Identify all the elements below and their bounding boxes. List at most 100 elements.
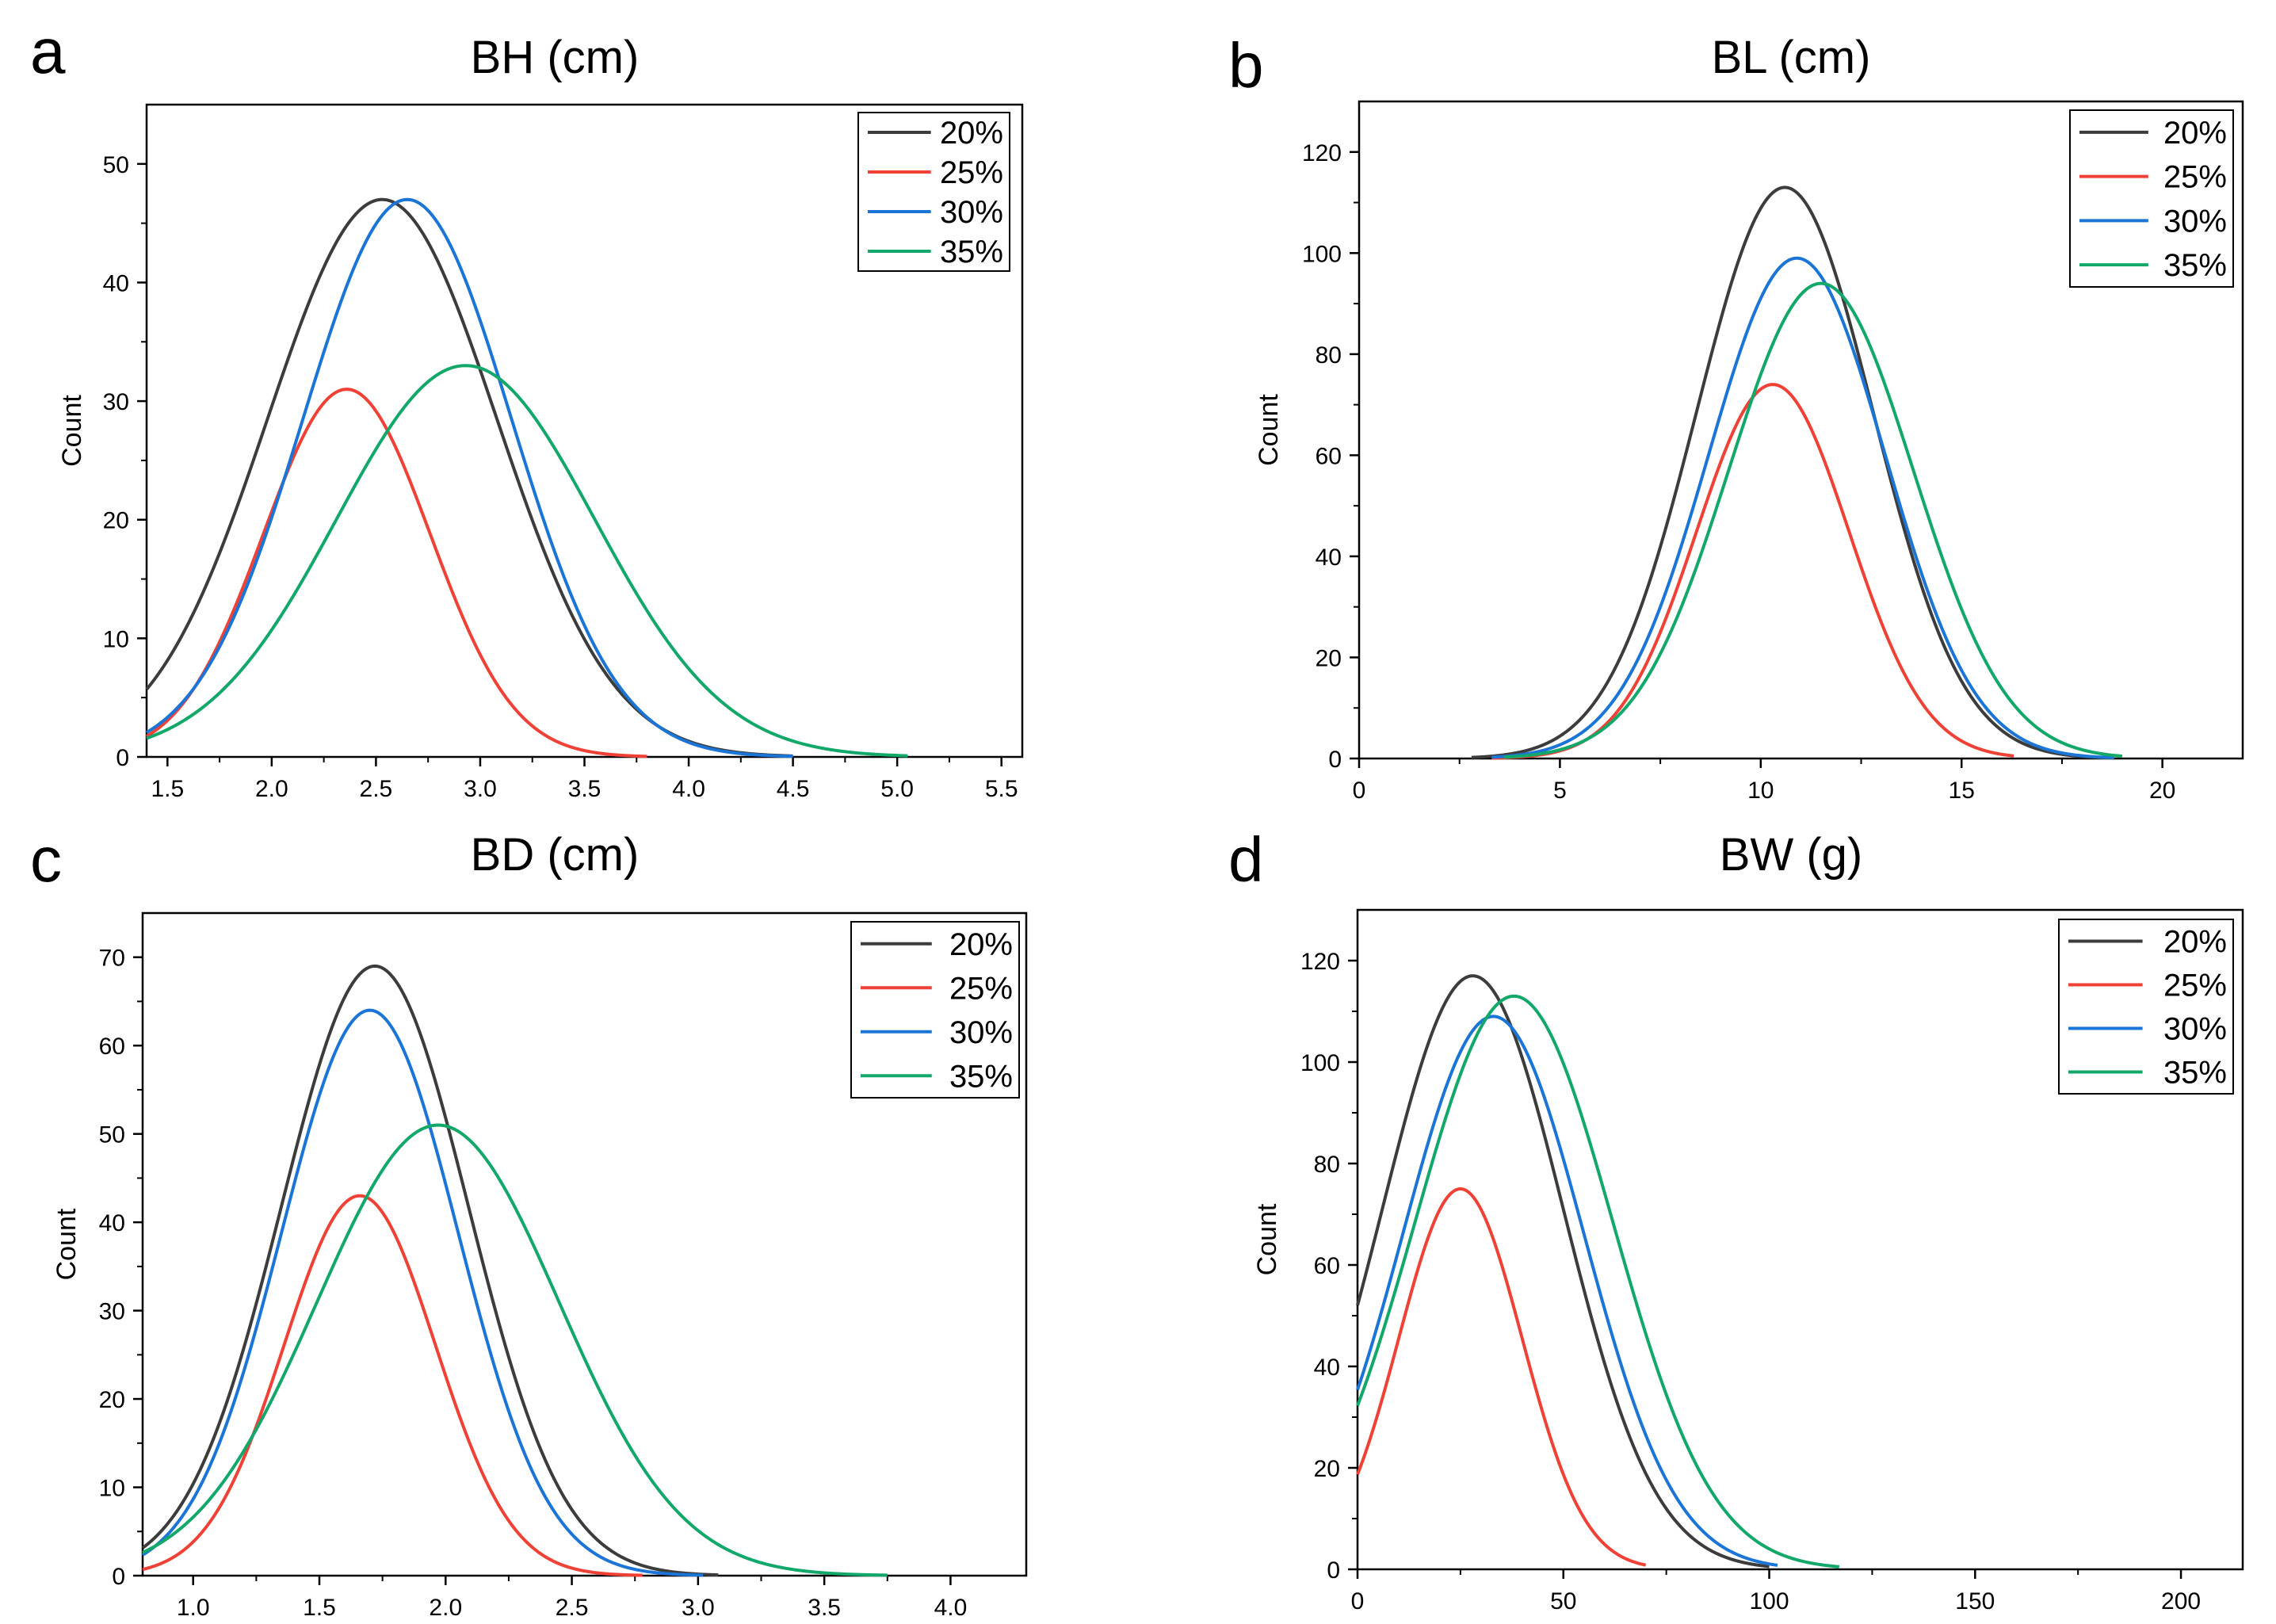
legend-label: 35% bbox=[2163, 1056, 2227, 1091]
panel-label: d bbox=[1228, 824, 1264, 895]
series-line-20pct bbox=[1471, 185, 2114, 760]
y-tick-label: 20 bbox=[99, 1387, 125, 1413]
x-tick-label: 2.5 bbox=[556, 1595, 589, 1621]
panel-label: a bbox=[30, 16, 66, 86]
legend: 20% 25% 30% 35% bbox=[850, 921, 1020, 1099]
y-tick-label: 70 bbox=[99, 946, 125, 972]
y-axis-label: Count bbox=[57, 395, 87, 467]
y-tick-label: 60 bbox=[1314, 1253, 1340, 1279]
chart-panel-d: d BW (g) 0 50 100 150 200 0 20 40 60 80 100 120 Count 2… bbox=[1228, 824, 2244, 1614]
y-tick-label: 20 bbox=[103, 508, 129, 534]
series-line-35pct bbox=[1356, 994, 1840, 1569]
y-tick-label: 120 bbox=[1302, 140, 1342, 166]
series-line-25pct bbox=[145, 388, 647, 759]
y-tick-label: 20 bbox=[1316, 645, 1342, 671]
x-tick-label: 1.0 bbox=[177, 1595, 210, 1621]
y-axis-label: Count bbox=[1254, 394, 1284, 466]
chart-title: BL (cm) bbox=[1712, 32, 1871, 83]
x-tick-label: 2.0 bbox=[255, 776, 288, 802]
y-tick-label: 60 bbox=[99, 1034, 125, 1060]
y-tick-label: 50 bbox=[99, 1122, 125, 1148]
legend-label: 25% bbox=[2163, 969, 2227, 1003]
legend-label: 30% bbox=[949, 1015, 1013, 1050]
y-tick-label: 40 bbox=[103, 270, 129, 296]
series-line-30pct bbox=[141, 1008, 704, 1577]
y-tick-label: 80 bbox=[1316, 342, 1342, 369]
legend-label: 25% bbox=[2163, 160, 2227, 195]
series-line-20pct bbox=[1356, 974, 1770, 1569]
x-tick-label: 3.0 bbox=[682, 1595, 715, 1621]
series-line-20pct bbox=[145, 197, 793, 758]
series-line-25pct bbox=[1356, 1187, 1647, 1567]
y-axis-label: Count bbox=[1252, 1203, 1282, 1275]
chart-title: BH (cm) bbox=[471, 32, 640, 83]
legend-label: 30% bbox=[2163, 204, 2227, 239]
y-tick-label: 10 bbox=[99, 1476, 125, 1502]
series-line-25pct bbox=[1491, 383, 2014, 760]
x-tick-label: 4.0 bbox=[934, 1595, 968, 1621]
x-tick-label: 4.5 bbox=[777, 776, 810, 802]
x-tick-label: 20 bbox=[2149, 778, 2175, 804]
y-tick-label: 0 bbox=[112, 1564, 125, 1590]
series-line-35pct bbox=[1503, 281, 2123, 759]
legend-label: 30% bbox=[940, 195, 1003, 230]
y-tick-label: 80 bbox=[1314, 1152, 1340, 1178]
chart-panel-c: c BD (cm) 1.0 1.5 2.0 2.5 3.0 3.5 4.0 0 10 20 30 40 50… bbox=[30, 824, 1028, 1621]
x-tick-label: 3.0 bbox=[464, 776, 497, 802]
series-line-30pct bbox=[145, 197, 793, 759]
series-line-30pct bbox=[1491, 256, 2114, 759]
x-tick-label: 2.5 bbox=[360, 776, 393, 802]
x-tick-label: 3.5 bbox=[808, 1595, 841, 1621]
chart-title: BW (g) bbox=[1720, 829, 1862, 881]
panel-label: b bbox=[1228, 30, 1264, 101]
x-tick-label: 15 bbox=[1949, 778, 1975, 804]
legend-label: 20% bbox=[949, 927, 1013, 962]
plot-frame bbox=[1356, 908, 2244, 1571]
legend-label: 25% bbox=[940, 155, 1003, 190]
legend-label: 35% bbox=[2163, 248, 2227, 283]
series-line-35pct bbox=[146, 364, 908, 758]
y-tick-label: 100 bbox=[1302, 241, 1342, 267]
series-line-35pct bbox=[142, 1123, 888, 1577]
series-line-20pct bbox=[141, 964, 719, 1577]
y-tick-label: 0 bbox=[116, 745, 129, 771]
series-line-25pct bbox=[142, 1194, 643, 1577]
y-tick-label: 20 bbox=[1314, 1456, 1340, 1482]
x-tick-label: 5 bbox=[1553, 778, 1567, 804]
x-tick-label: 2.0 bbox=[429, 1595, 462, 1621]
x-tick-label: 150 bbox=[1955, 1588, 1995, 1614]
legend-label: 20% bbox=[940, 116, 1003, 151]
legend-box bbox=[850, 921, 1020, 1099]
panel-label: c bbox=[30, 824, 62, 895]
x-tick-label: 5.0 bbox=[880, 776, 914, 802]
y-tick-label: 30 bbox=[103, 389, 129, 415]
legend-label: 20% bbox=[2163, 116, 2227, 151]
legend-label: 30% bbox=[2163, 1012, 2227, 1047]
x-tick-label: 50 bbox=[1550, 1588, 1576, 1614]
x-tick-label: 200 bbox=[2161, 1588, 2201, 1614]
y-tick-label: 0 bbox=[1327, 1557, 1340, 1584]
y-tick-label: 30 bbox=[99, 1299, 125, 1325]
y-tick-label: 10 bbox=[103, 626, 129, 652]
x-tick-label: 1.5 bbox=[151, 776, 184, 802]
y-tick-label: 40 bbox=[1314, 1355, 1340, 1381]
y-tick-label: 120 bbox=[1300, 949, 1340, 975]
legend: 20% 25% 30% 35% bbox=[2058, 919, 2234, 1095]
legend-label: 20% bbox=[2163, 925, 2227, 960]
legend-box bbox=[2069, 109, 2234, 288]
x-tick-label: 4.0 bbox=[672, 776, 705, 802]
legend-label: 35% bbox=[940, 235, 1003, 269]
chart-title: BD (cm) bbox=[471, 829, 640, 881]
x-tick-label: 0 bbox=[1351, 1588, 1365, 1614]
x-tick-label: 0 bbox=[1353, 778, 1366, 804]
plot-frame bbox=[141, 911, 1028, 1577]
chart-panel-a: a BH (cm) 1.5 2.0 2.5 3.0 3.5 4.0 4.5 5.0 5.5 0 10 20… bbox=[30, 16, 1024, 802]
y-tick-label: 0 bbox=[1328, 747, 1342, 773]
x-tick-label: 5.5 bbox=[985, 776, 1018, 802]
legend-label: 35% bbox=[949, 1059, 1013, 1094]
y-tick-label: 60 bbox=[1316, 443, 1342, 469]
x-tick-label: 3.5 bbox=[568, 776, 601, 802]
legend-box bbox=[2058, 919, 2234, 1095]
legend: 20% 25% 30% 35% bbox=[857, 112, 1010, 272]
